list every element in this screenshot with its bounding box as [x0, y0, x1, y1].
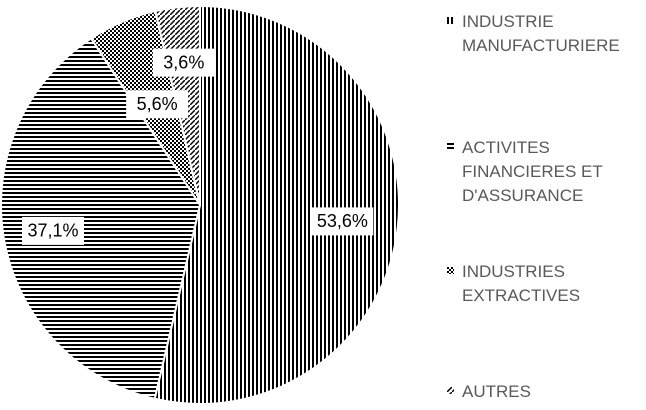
data-label-box [311, 207, 374, 236]
data-label-box [22, 216, 85, 245]
legend-item: INDUSTRIE MANUFACTURIERE [447, 10, 637, 58]
legend-item: ACTIVITES FINANCIERES ET D'ASSURANCE [447, 136, 637, 208]
legend-label: INDUSTRIES EXTRACTIVES [462, 262, 581, 305]
data-label-box [126, 90, 189, 119]
pie-slice [0, 37, 202, 400]
legend-marker [447, 143, 454, 150]
legend-marker [447, 17, 454, 24]
data-label: 3,6% [163, 52, 204, 72]
legend-label: ACTIVITES FINANCIERES ET D'ASSURANCE [462, 138, 603, 205]
data-label-box [152, 48, 215, 77]
legend-label: AUTRES [462, 382, 531, 401]
legend-item: INDUSTRIES EXTRACTIVES [447, 260, 637, 308]
data-label: 5,6% [137, 94, 178, 114]
legend-marker [447, 387, 454, 394]
legend-label: INDUSTRIE MANUFACTURIERE [462, 12, 620, 55]
data-label: 37,1% [27, 221, 78, 241]
legend-marker [447, 267, 454, 274]
legend-item: AUTRES [447, 380, 637, 404]
data-label: 53,6% [317, 211, 368, 231]
pie-slice [153, 4, 401, 405]
